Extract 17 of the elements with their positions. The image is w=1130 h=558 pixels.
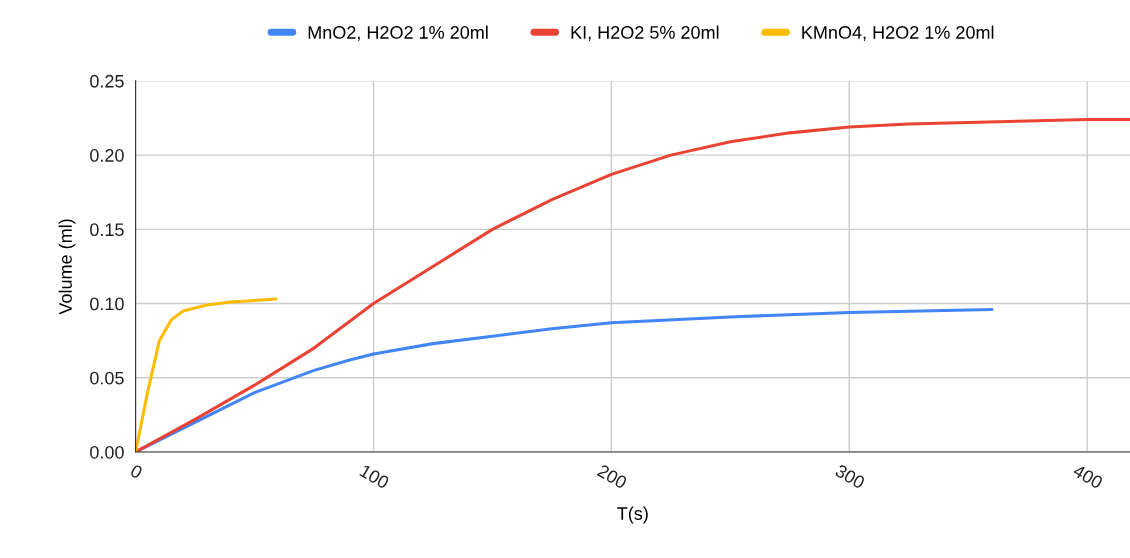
x-tick-label: 400 [1072, 463, 1104, 490]
y-axis-title: Volume (ml) [58, 219, 76, 315]
y-tick-label: 0.25 [90, 74, 124, 88]
legend-label: KI, H2O2 5% 20ml [571, 25, 719, 41]
legend-label: KMnO4, H2O2 1% 20ml [802, 25, 994, 41]
x-tick-label: 200 [596, 463, 628, 490]
x-tick-label: 100 [359, 464, 390, 490]
y-tick-label: 0.20 [90, 149, 124, 162]
line-series [135, 297, 278, 452]
y-tick-label: 0.05 [90, 371, 124, 385]
x-tick-label: 0 [129, 463, 144, 480]
y-tick-label: 0.15 [90, 223, 124, 237]
x-axis-title: T(s) [617, 506, 648, 524]
x-tick-label: 300 [834, 463, 866, 490]
y-tick-label: 0.00 [90, 445, 124, 459]
y-tick-label: 0.10 [90, 297, 124, 311]
legend-label: MnO2, H2O2 1% 20ml [308, 25, 488, 41]
